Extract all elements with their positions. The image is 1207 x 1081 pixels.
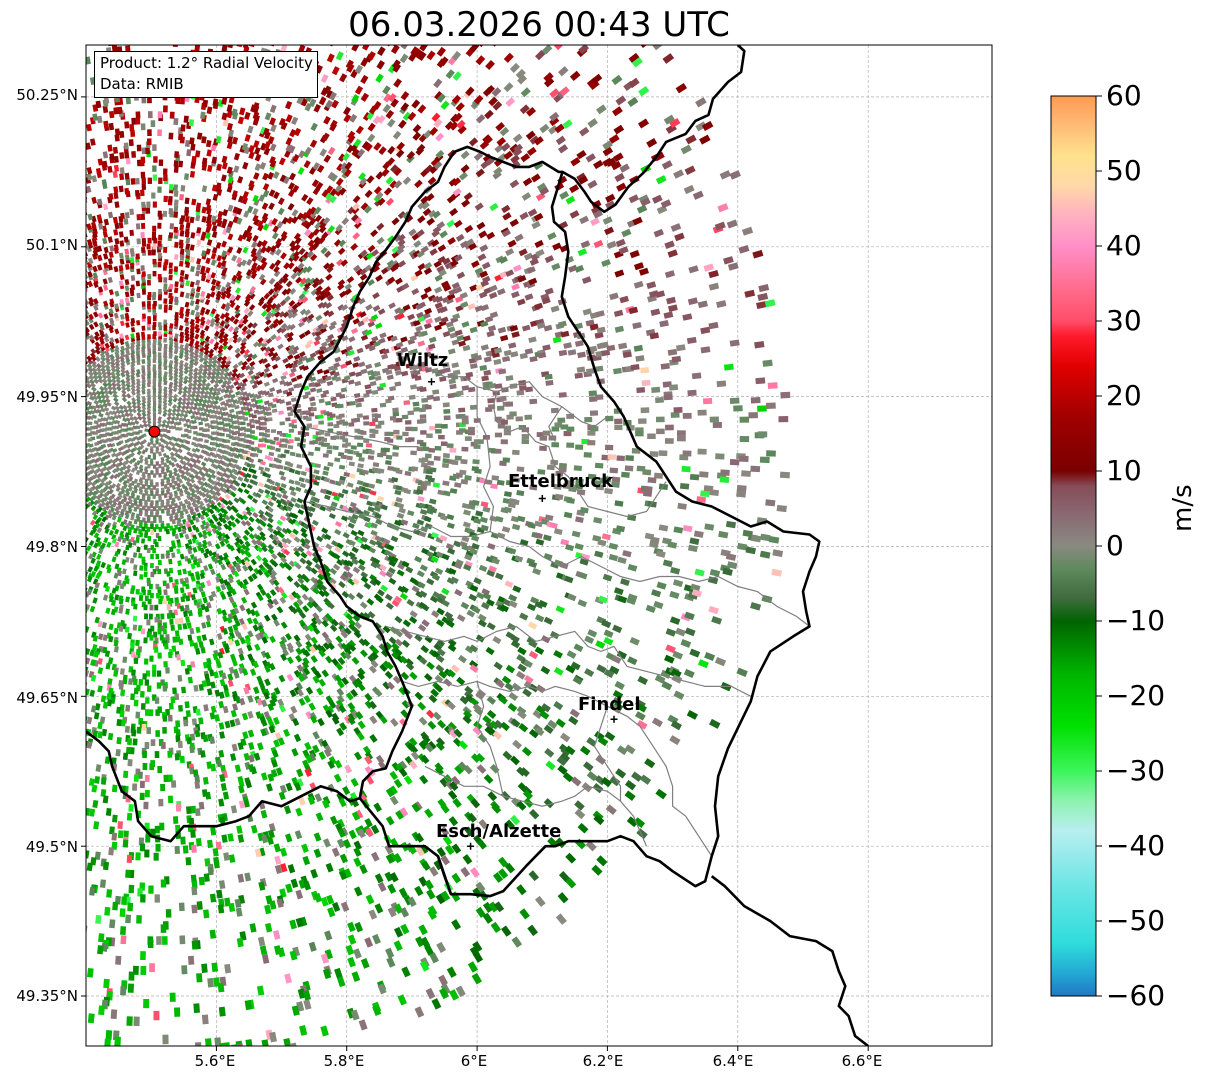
city-label-ettelbruck: Ettelbruck [508, 471, 614, 492]
product-info-box: Product: 1.2° Radial Velocity Data: RMIB [94, 51, 318, 98]
lat-tick-label: 50.25°N [16, 86, 78, 104]
lat-tick-label: 49.5°N [25, 838, 78, 856]
border-france_lux_south [436, 855, 453, 895]
district-boundary [304, 500, 810, 627]
lon-tick-label: 6.4°E [712, 1052, 754, 1070]
colorbar-unit-label: m/s [1168, 484, 1198, 532]
colorbar-tick-label: 20 [1106, 379, 1142, 412]
map-title: 06.03.2026 00:43 UTC [348, 5, 730, 45]
colorbar-tick-label: −40 [1106, 829, 1166, 862]
district-boundary [304, 426, 419, 448]
city-marker [610, 715, 618, 723]
lat-tick-marks [81, 96, 86, 997]
district-boundary [401, 680, 713, 857]
district-boundary [424, 366, 608, 428]
colorbar-tick-label: −30 [1106, 754, 1166, 787]
city-markers [428, 378, 618, 850]
lon-tick-label: 6.6°E [841, 1052, 883, 1070]
colorbar-tick-label: 40 [1106, 229, 1142, 262]
lon-tick-label: 5.6°E [194, 1052, 236, 1070]
district-boundary [385, 625, 752, 697]
district-boundary [593, 706, 622, 802]
district-boundaries [304, 366, 810, 857]
lat-tick-label: 49.65°N [16, 689, 78, 707]
lat-tick-label: 49.35°N [16, 987, 78, 1005]
colorbar-tick-label: 50 [1106, 154, 1142, 187]
border-france_belgium [86, 730, 361, 843]
colorbar-tick-marks [1096, 95, 1102, 997]
radar-site-marker [148, 425, 161, 438]
border-germany_france [710, 875, 869, 1046]
colorbar-tick-label: −10 [1106, 604, 1166, 637]
colorbar-tick-label: −20 [1106, 679, 1166, 712]
district-boundary [492, 391, 667, 518]
border-luxembourg [293, 45, 821, 898]
district-boundary [548, 406, 563, 442]
lon-tick-label: 6°E [460, 1052, 488, 1070]
lat-tick-label: 49.95°N [16, 388, 78, 406]
lon-tick-label: 5.8°E [323, 1052, 365, 1070]
city-label-findel: Findel [578, 694, 641, 715]
product-label: Product: 1.2° Radial Velocity [100, 54, 313, 72]
city-marker [467, 842, 475, 850]
colorbar-tick-label: 0 [1106, 529, 1124, 562]
district-boundary [476, 681, 504, 797]
city-marker [538, 495, 546, 502]
colorbar-tick-label: −50 [1106, 904, 1166, 937]
colorbar-tick-label: 30 [1106, 304, 1142, 337]
colorbar-tick-label: −60 [1106, 979, 1166, 1012]
colorbar-tick-label: 60 [1106, 79, 1142, 112]
colorbar-tick-label: 10 [1106, 454, 1142, 487]
city-marker [428, 378, 435, 386]
district-boundary [476, 386, 495, 532]
national-borders [86, 45, 869, 1046]
data-source-label: Data: RMIB [100, 75, 184, 93]
map-frame [85, 44, 993, 1047]
district-boundary [424, 765, 648, 847]
lon-tick-marks [215, 1046, 869, 1051]
lon-tick-label: 6.2°E [582, 1052, 624, 1070]
colorbar [1050, 95, 1097, 997]
city-label-wiltz: Wiltz [397, 350, 449, 371]
lat-tick-label: 50.1°N [25, 236, 78, 254]
city-label-esch-alzette: Esch/Alzette [436, 821, 562, 842]
lat-tick-label: 49.8°N [25, 538, 78, 556]
